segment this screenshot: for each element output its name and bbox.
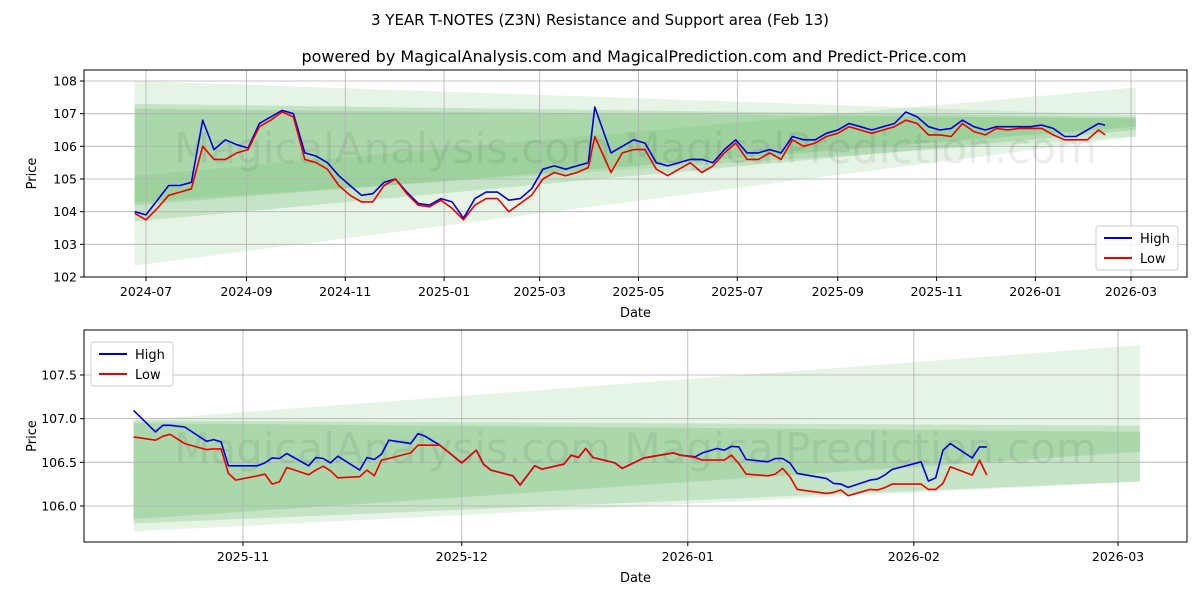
x-tick-label: 2026-03	[1105, 284, 1157, 299]
low-line	[134, 111, 1106, 221]
low-line	[133, 433, 988, 497]
x-tick-label: 2025-05	[612, 284, 664, 299]
top-chart: 2024-07 2024-09 2024-11 2025-01 2025-03 2025-…	[25, 69, 1188, 321]
legend: High Low	[1095, 225, 1179, 271]
legend-label-high: High	[135, 348, 165, 363]
y-tick-label: 107.0	[41, 411, 77, 426]
y-tick-label: 102	[53, 270, 77, 285]
y-tick-label: 105	[53, 172, 77, 187]
y-tick-label: 106.5	[41, 455, 77, 470]
support-resistance-band	[133, 345, 1140, 532]
watermark: MagicalAnalysis.com MagicalPrediction.co…	[174, 424, 1097, 473]
y-axis-label: Price	[25, 420, 40, 452]
support-resistance-band	[134, 103, 1136, 222]
y-tick-label: 106	[53, 139, 77, 154]
y-tick-label: 107.5	[41, 368, 77, 383]
x-tick-label: 2025-09	[812, 284, 864, 299]
legend-label-low: Low	[135, 368, 161, 383]
support-resistance-band	[134, 87, 1136, 202]
axes-frame	[83, 69, 1188, 278]
x-axis-label: Date	[620, 306, 651, 321]
x-axis-label: Date	[620, 571, 651, 586]
y-axis-label: Price	[25, 158, 40, 190]
legend: High Low	[90, 341, 174, 387]
legend-label-low: Low	[1140, 252, 1166, 267]
y-tick-label: 104	[53, 204, 77, 219]
y-tick-label: 108	[53, 74, 77, 89]
x-tick-label: 2025-07	[711, 284, 763, 299]
x-tick-label: 2025-11	[910, 284, 962, 299]
axes-frame	[83, 329, 1188, 543]
x-tick-label: 2025-11	[217, 549, 269, 564]
bottom-chart: 2025-11 2025-12 2026-01 2026-02 2026-03 106.0…	[25, 329, 1188, 586]
x-tick-label: 2025-03	[514, 284, 566, 299]
y-tick-label: 103	[53, 237, 77, 252]
x-tick-label: 2024-11	[319, 284, 371, 299]
support-resistance-band	[134, 81, 1136, 266]
y-tick-label: 107	[53, 106, 77, 121]
x-tick-label: 2026-03	[1092, 549, 1144, 564]
high-line	[134, 106, 1106, 219]
x-tick-label: 2025-12	[436, 549, 488, 564]
x-tick-label: 2026-01	[1009, 284, 1061, 299]
chart-title: 3 YEAR T-NOTES (Z3N) Resistance and Supp…	[371, 11, 829, 29]
y-tick-label: 106.0	[41, 499, 77, 514]
x-tick-label: 2026-02	[888, 549, 940, 564]
x-tick-label: 2024-09	[220, 284, 272, 299]
legend-label-high: High	[1140, 232, 1170, 247]
chart-subtitle: powered by MagicalAnalysis.com and Magic…	[301, 47, 966, 66]
watermark: MagicalAnalysis.com MagicalPrediction.co…	[174, 124, 1097, 173]
x-tick-label: 2026-01	[662, 549, 714, 564]
x-tick-label: 2024-07	[120, 284, 172, 299]
x-tick-label: 2025-01	[418, 284, 470, 299]
support-resistance-band	[134, 108, 1136, 206]
